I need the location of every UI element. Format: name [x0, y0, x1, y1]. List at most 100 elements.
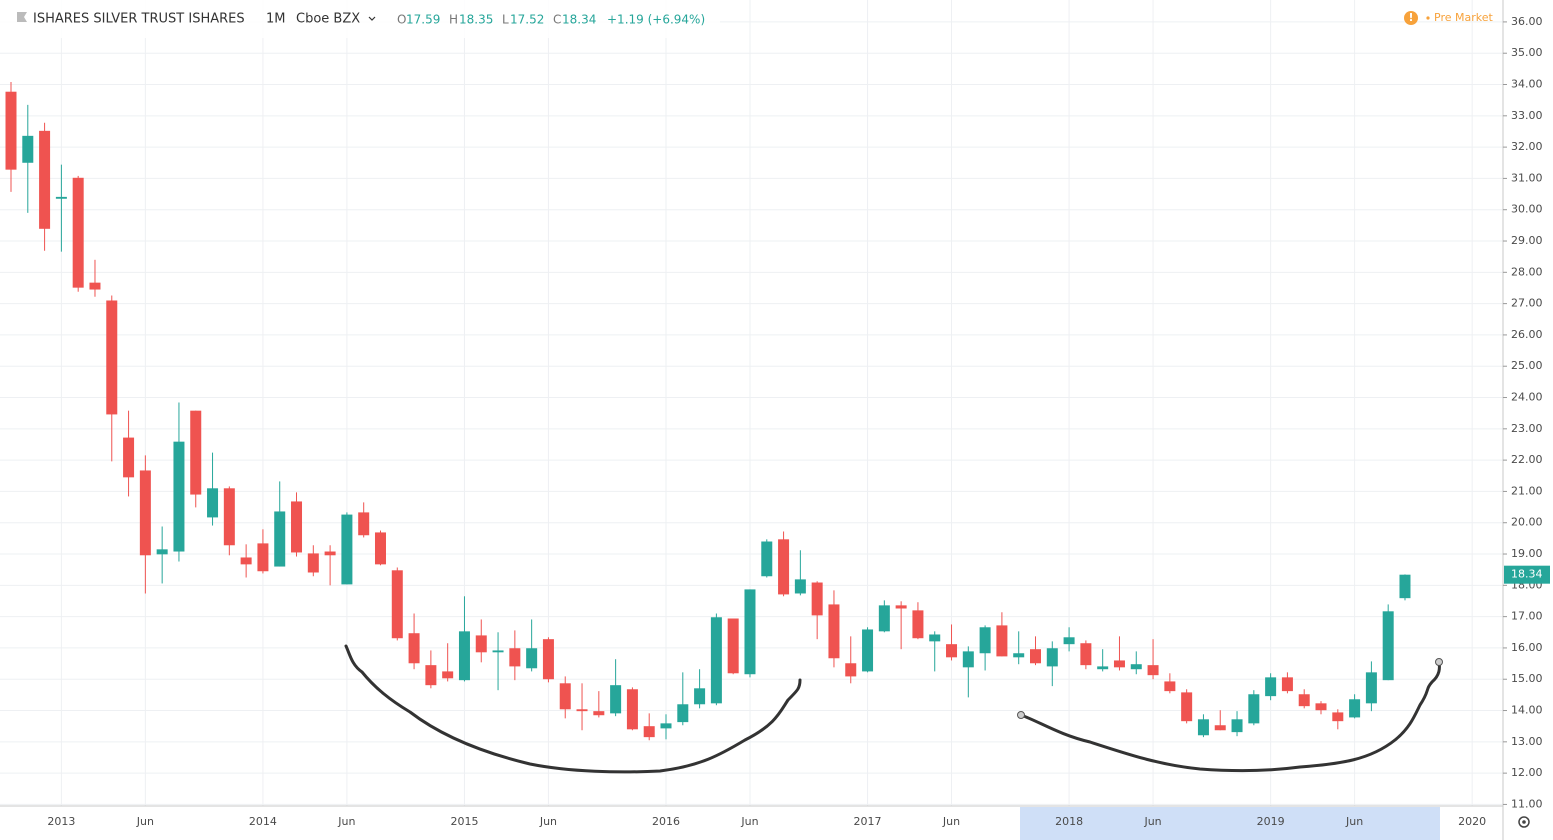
candle-body [1382, 611, 1394, 681]
candle-body [559, 683, 571, 710]
exchange-caret[interactable] [368, 16, 376, 21]
candle-body [442, 671, 454, 679]
close-value: 18.34 [562, 13, 596, 27]
candle-body [1147, 665, 1159, 676]
candle-body [1248, 694, 1260, 724]
time-axis: 2013 Jun 2014 Jun 2015 Jun 2016 Jun 2017 Jun 2018 J… [47, 815, 1486, 828]
x-tick-label: Jun [337, 815, 355, 828]
candle-body [156, 549, 168, 555]
candle-body [1013, 653, 1025, 658]
candle-body [274, 511, 286, 567]
candle-body [509, 648, 521, 667]
x-tick-label: 2020 [1458, 815, 1486, 828]
status-dot [1426, 16, 1430, 20]
candle-body [139, 470, 151, 556]
open-label: O [397, 13, 406, 27]
candle-body [1349, 699, 1361, 718]
y-tick-label: 14.00 [1511, 704, 1543, 717]
candle-body [1164, 681, 1176, 692]
candle-body [1181, 692, 1193, 722]
x-tick-label: Jun [1345, 815, 1363, 828]
candle-body [408, 633, 420, 664]
y-tick-label: 20.00 [1511, 516, 1543, 529]
candle-body [526, 648, 538, 669]
candle-body [341, 514, 353, 585]
x-tick-label: Jun [1143, 815, 1161, 828]
candle-body [996, 625, 1008, 657]
candle-body [173, 441, 185, 552]
candle-body [123, 437, 135, 478]
candle-body [1113, 660, 1125, 668]
y-tick-label: 11.00 [1511, 797, 1543, 810]
candles [5, 82, 1411, 741]
candle-body [257, 543, 269, 572]
open-value: 17.59 [406, 13, 440, 27]
candle-body [979, 627, 991, 654]
x-tick-label: 2018 [1055, 815, 1083, 828]
header-backdrop [0, 0, 720, 38]
y-tick-label: 25.00 [1511, 359, 1543, 372]
candle-body [55, 196, 67, 199]
candle-body [72, 177, 84, 288]
x-tick-label: Jun [539, 815, 557, 828]
y-tick-label: 30.00 [1511, 203, 1543, 216]
candle-body [1231, 719, 1243, 733]
drawn-curve [344, 644, 802, 774]
curve-handle[interactable] [1017, 711, 1025, 719]
candle-body [576, 709, 588, 712]
candle-body [694, 688, 706, 705]
candle-body [475, 635, 487, 653]
candle-body [1130, 664, 1142, 670]
y-tick-label: 36.00 [1511, 15, 1543, 28]
candle-body [1265, 677, 1277, 697]
candle-body [324, 551, 336, 556]
symbol[interactable]: ISHARES SILVER TRUST ISHARES [33, 12, 245, 27]
x-tick-label: 2016 [652, 815, 680, 828]
candle-body [710, 617, 722, 704]
candle-body [946, 644, 958, 658]
candle-body [778, 539, 790, 595]
status-icon-mark: ! [1408, 11, 1413, 24]
candle-body [811, 582, 823, 616]
x-tick-label: 2014 [249, 815, 277, 828]
candle-body [912, 610, 924, 639]
y-tick-label: 12.00 [1511, 766, 1543, 779]
candle-body [962, 651, 974, 668]
candle-body [878, 605, 890, 632]
candle-body [391, 570, 403, 639]
y-tick-label: 19.00 [1511, 547, 1543, 560]
candle-body [22, 135, 34, 163]
curve-handle[interactable] [1435, 658, 1443, 666]
low-value: 17.52 [510, 13, 544, 27]
y-tick-label: 23.00 [1511, 422, 1543, 435]
candle-body [744, 589, 756, 675]
price-axis: 11.0012.0013.0014.0015.0016.0017.0018.00… [1503, 15, 1550, 810]
status[interactable]: Pre Market [1434, 11, 1493, 24]
candle-body [1197, 719, 1209, 736]
y-tick-label: 13.00 [1511, 735, 1543, 748]
candle-body [677, 704, 689, 723]
symbol-flag[interactable] [17, 12, 27, 22]
candle-body [761, 541, 773, 577]
interval[interactable]: 1M [266, 12, 286, 27]
candle-body [794, 579, 806, 594]
status-icon[interactable] [1404, 11, 1418, 25]
range-highlight [1020, 807, 1440, 840]
y-tick-label: 27.00 [1511, 297, 1543, 310]
y-tick-label: 28.00 [1511, 265, 1543, 278]
y-tick-label: 35.00 [1511, 46, 1543, 59]
candle-body [929, 634, 941, 642]
high-value: 18.35 [459, 13, 493, 27]
last-price-label: 18.34 [1511, 568, 1543, 581]
candle-body [1281, 677, 1293, 692]
y-tick-label: 15.00 [1511, 672, 1543, 685]
candle-body [845, 663, 857, 677]
exchange[interactable]: Cboe BZX [296, 12, 360, 27]
settings-icon[interactable] [1518, 816, 1530, 828]
y-tick-label: 22.00 [1511, 453, 1543, 466]
candle-body [1214, 725, 1226, 731]
candle-body [593, 711, 605, 716]
y-tick-label: 17.00 [1511, 610, 1543, 623]
x-tick-label: Jun [942, 815, 960, 828]
